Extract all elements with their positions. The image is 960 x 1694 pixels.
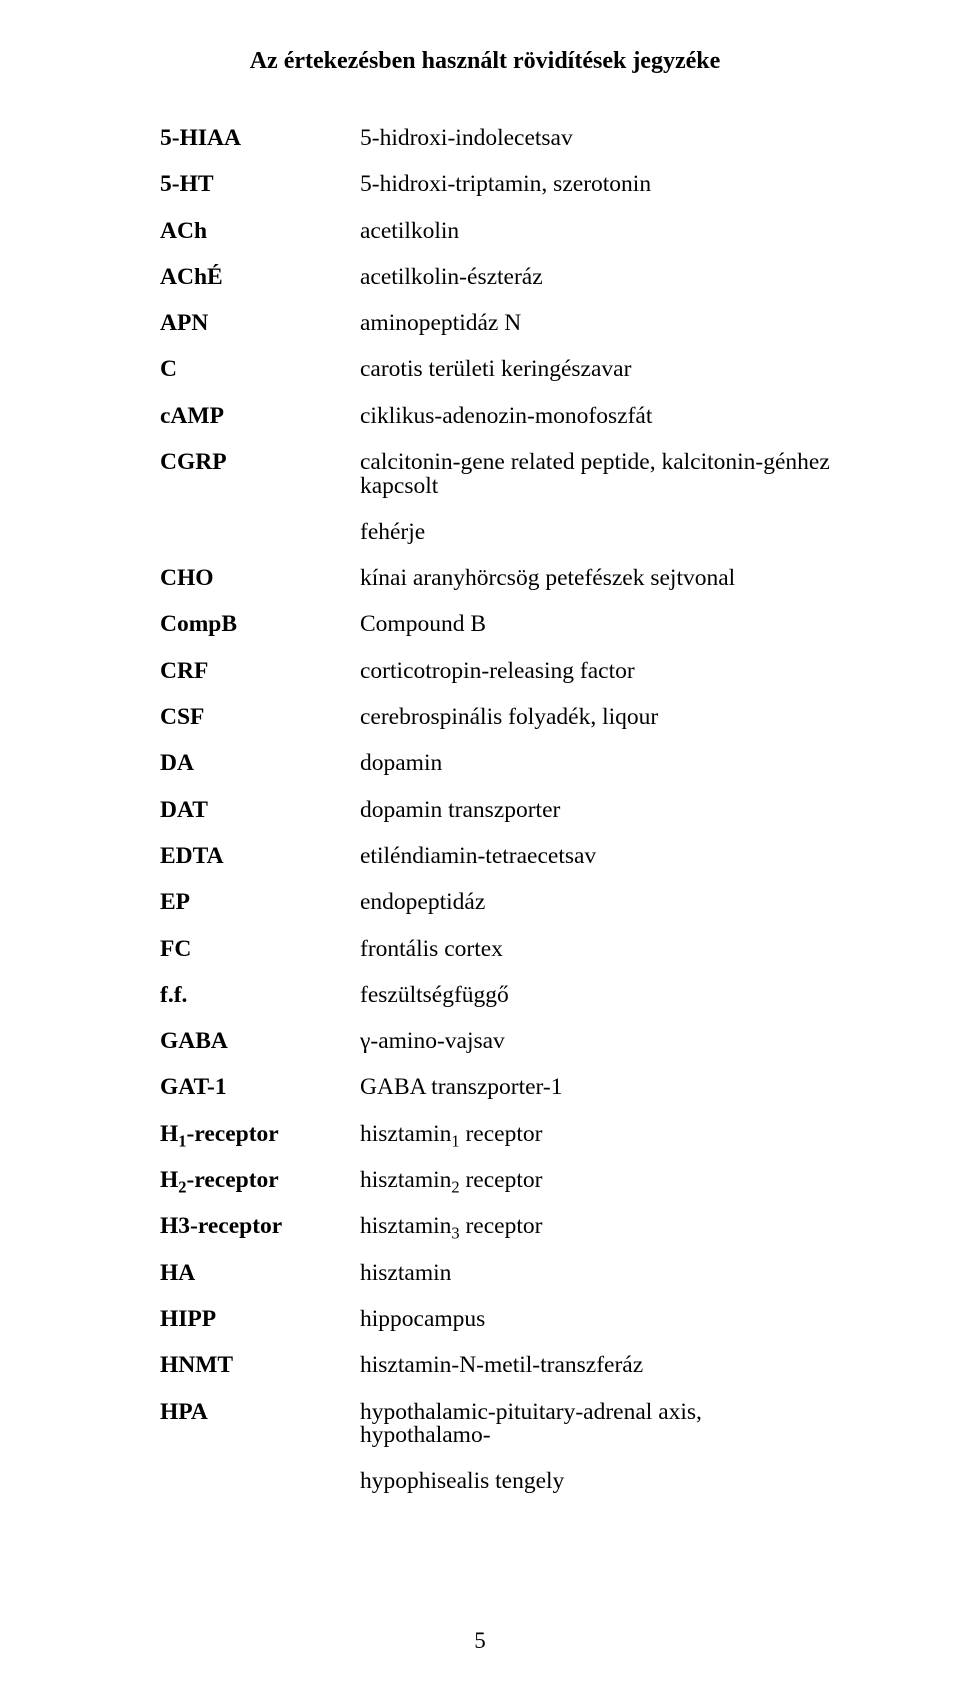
- abbreviation-row: H3-receptorhisztamin3 receptor: [160, 1215, 830, 1239]
- abbreviation-row: DATdopamin transzporter: [160, 799, 830, 823]
- abbreviation-row: DAdopamin: [160, 752, 830, 776]
- abbreviation-term: CHO: [160, 567, 360, 591]
- abbreviation-definition: etiléndiamin-tetraecetsav: [360, 845, 830, 869]
- abbreviation-term: 5-HT: [160, 173, 360, 197]
- abbreviation-definition: feszültségfüggő: [360, 984, 830, 1008]
- abbreviation-term: CRF: [160, 660, 360, 684]
- abbreviation-definition: dopamin transzporter: [360, 799, 830, 823]
- abbreviation-term: DAT: [160, 799, 360, 823]
- abbreviation-row: CompBCompound B: [160, 613, 830, 637]
- abbreviation-definition: Compound B: [360, 613, 830, 637]
- abbreviation-definition: aminopeptidáz N: [360, 312, 830, 336]
- abbreviation-list: 5-HIAA5-hidroxi-indolecetsav5-HT5-hidrox…: [160, 127, 830, 1494]
- abbreviation-definition: 5-hidroxi-indolecetsav: [360, 127, 830, 151]
- abbreviation-term: EP: [160, 891, 360, 915]
- abbreviation-definition: ciklikus-adenozin-monofoszfát: [360, 405, 830, 429]
- abbreviation-term: CGRP: [160, 451, 360, 475]
- abbreviation-definition: carotis területi keringészavar: [360, 358, 830, 382]
- abbreviation-row: CRFcorticotropin-releasing factor: [160, 660, 830, 684]
- abbreviation-term: H3-receptor: [160, 1215, 360, 1239]
- abbreviation-term: H2-receptor: [160, 1169, 360, 1193]
- abbreviation-term: GABA: [160, 1030, 360, 1054]
- abbreviation-row: AChacetilkolin: [160, 220, 830, 244]
- abbreviation-definition: corticotropin-releasing factor: [360, 660, 830, 684]
- abbreviation-term: f.f.: [160, 984, 360, 1008]
- definition-continuation: hypophisealis tengely: [360, 1470, 830, 1494]
- abbreviation-row: FCfrontális cortex: [160, 938, 830, 962]
- abbreviation-row: H1-receptorhisztamin1 receptor: [160, 1123, 830, 1147]
- abbreviation-row: AChÉacetilkolin-észteráz: [160, 266, 830, 290]
- abbreviation-row: cAMPciklikus-adenozin-monofoszfát: [160, 405, 830, 429]
- abbreviation-row: 5-HIAA5-hidroxi-indolecetsav: [160, 127, 830, 151]
- abbreviation-definition: frontális cortex: [360, 938, 830, 962]
- abbreviation-term: DA: [160, 752, 360, 776]
- abbreviation-definition: 5-hidroxi-triptamin, szerotonin: [360, 173, 830, 197]
- abbreviation-definition: kínai aranyhörcsög petefészek sejtvonal: [360, 567, 830, 591]
- abbreviation-definition: hypothalamic-pituitary-adrenal axis, hyp…: [360, 1401, 830, 1448]
- abbreviation-row: CSFcerebrospinális folyadék, liqour: [160, 706, 830, 730]
- abbreviation-term: HIPP: [160, 1308, 360, 1332]
- abbreviation-term: EDTA: [160, 845, 360, 869]
- abbreviation-definition: hisztamin3 receptor: [360, 1215, 830, 1239]
- abbreviation-definition: GABA transzporter-1: [360, 1076, 830, 1100]
- page-title: Az értekezésben használt rövidítések jeg…: [140, 48, 830, 75]
- abbreviation-row: f.f.feszültségfüggő: [160, 984, 830, 1008]
- abbreviation-definition: hisztamin2 receptor: [360, 1169, 830, 1193]
- abbreviation-term: 5-HIAA: [160, 127, 360, 151]
- abbreviation-row: HAhisztamin: [160, 1262, 830, 1286]
- abbreviation-definition: γ-amino-vajsav: [360, 1030, 830, 1054]
- abbreviation-row: H2-receptorhisztamin2 receptor: [160, 1169, 830, 1193]
- abbreviation-definition: cerebrospinális folyadék, liqour: [360, 706, 830, 730]
- abbreviation-term: cAMP: [160, 405, 360, 429]
- abbreviation-definition: endopeptidáz: [360, 891, 830, 915]
- document-page: Az értekezésben használt rövidítések jeg…: [0, 0, 960, 1694]
- abbreviation-term: GAT-1: [160, 1076, 360, 1100]
- abbreviation-definition: hisztamin1 receptor: [360, 1123, 830, 1147]
- abbreviation-term: H1-receptor: [160, 1123, 360, 1147]
- abbreviation-definition: acetilkolin: [360, 220, 830, 244]
- abbreviation-row: HPAhypothalamic-pituitary-adrenal axis, …: [160, 1401, 830, 1448]
- abbreviation-row: CHOkínai aranyhörcsög petefészek sejtvon…: [160, 567, 830, 591]
- abbreviation-definition: acetilkolin-észteráz: [360, 266, 830, 290]
- abbreviation-term: ACh: [160, 220, 360, 244]
- abbreviation-term: FC: [160, 938, 360, 962]
- abbreviation-definition: dopamin: [360, 752, 830, 776]
- page-number: 5: [0, 1628, 960, 1654]
- abbreviation-term: HPA: [160, 1401, 360, 1425]
- abbreviation-row: GABAγ-amino-vajsav: [160, 1030, 830, 1054]
- abbreviation-row: APNaminopeptidáz N: [160, 312, 830, 336]
- abbreviation-row: EPendopeptidáz: [160, 891, 830, 915]
- abbreviation-row: EDTAetiléndiamin-tetraecetsav: [160, 845, 830, 869]
- abbreviation-term: HA: [160, 1262, 360, 1286]
- abbreviation-row: 5-HT5-hidroxi-triptamin, szerotonin: [160, 173, 830, 197]
- abbreviation-row: CGRPcalcitonin-gene related peptide, kal…: [160, 451, 830, 498]
- definition-continuation: fehérje: [360, 521, 830, 545]
- abbreviation-row: Ccarotis területi keringészavar: [160, 358, 830, 382]
- abbreviation-definition: calcitonin-gene related peptide, kalcito…: [360, 451, 830, 498]
- abbreviation-term: CSF: [160, 706, 360, 730]
- abbreviation-term: C: [160, 358, 360, 382]
- abbreviation-term: APN: [160, 312, 360, 336]
- abbreviation-term: AChÉ: [160, 266, 360, 290]
- abbreviation-definition: hippocampus: [360, 1308, 830, 1332]
- abbreviation-definition: hisztamin: [360, 1262, 830, 1286]
- abbreviation-definition: hisztamin-N-metil-transzferáz: [360, 1354, 830, 1378]
- abbreviation-row: HNMThisztamin-N-metil-transzferáz: [160, 1354, 830, 1378]
- abbreviation-row: HIPPhippocampus: [160, 1308, 830, 1332]
- abbreviation-term: CompB: [160, 613, 360, 637]
- abbreviation-row: GAT-1GABA transzporter-1: [160, 1076, 830, 1100]
- abbreviation-term: HNMT: [160, 1354, 360, 1378]
